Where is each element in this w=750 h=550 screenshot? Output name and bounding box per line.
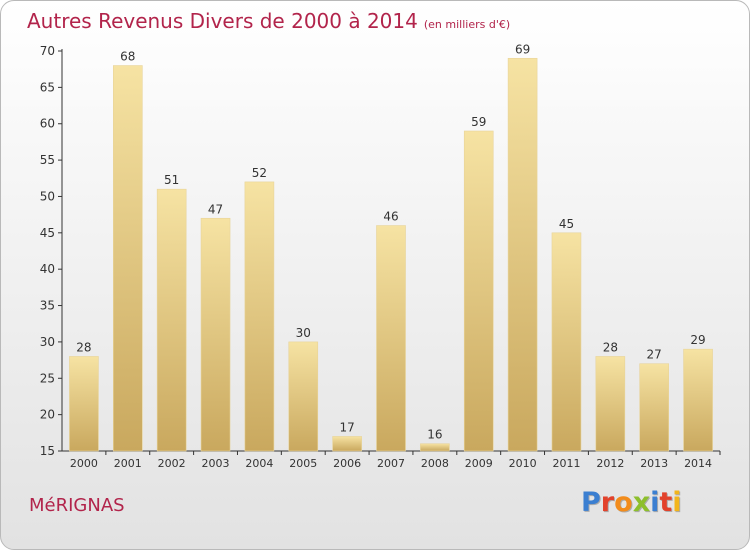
bar [244,181,275,452]
proxiti-logo: Proxiti [581,487,682,518]
y-tick-label: 55 [40,153,55,167]
data-label: 46 [383,210,398,224]
data-label: 52 [252,166,267,180]
chart-unit: (en milliers d'€) [423,18,511,31]
y-tick-label: 50 [40,189,55,203]
logo-letter: o [614,487,633,518]
bar [69,356,99,452]
y-tick-label: 70 [40,44,55,58]
x-tick-label: 2012 [596,457,624,470]
chart-title-text: Autres Revenus Divers de 2000 à 2014 [27,9,418,33]
data-label: 17 [339,420,354,434]
data-label: 28 [603,340,618,354]
x-tick-label: 2007 [377,457,405,470]
bar [463,130,494,452]
data-label: 68 [120,50,135,64]
axes: 15 20 25 30 35 40 45 50 55 60 65 70 2000 2001 2002 2003… [40,44,721,470]
x-tick-label: 2013 [640,457,668,470]
data-label: 69 [515,42,530,56]
chart-title: Autres Revenus Divers de 2000 à 2014 (en … [27,9,510,33]
y-tick-label: 40 [40,262,55,276]
logo-letter: i [672,487,682,518]
y-tick-label: 65 [40,80,55,94]
bar [332,436,362,452]
x-tick-label: 2014 [684,457,712,470]
logo-letter: r [600,487,615,518]
data-labels: 28 68 51 47 52 30 17 46 16 59 69 45 28 27 29 [76,42,705,441]
data-label: 30 [296,326,311,340]
bar [595,356,626,452]
y-tick-label: 20 [40,408,55,422]
x-tick-label: 2000 [70,457,98,470]
data-label: 16 [427,428,442,442]
bar [683,348,713,452]
logo-letter: t [659,487,673,518]
y-tick-label: 25 [40,371,55,385]
logo-letter: P [581,487,601,518]
commune-name: MéRIGNAS [29,495,125,516]
x-tick-label: 2008 [421,457,449,470]
bar [156,188,187,452]
data-label: 47 [208,202,223,216]
logo-letter: x [632,487,651,518]
data-label: 51 [164,173,179,187]
y-tick-label: 45 [40,226,55,240]
bar [200,217,231,452]
y-tick-label: 15 [40,444,55,458]
x-tick-label: 2010 [509,457,537,470]
x-tick-label: 2002 [158,457,186,470]
bar [507,57,538,452]
data-label: 29 [690,333,705,347]
x-tick-label: 2009 [465,457,493,470]
x-tick-label: 2003 [202,457,230,470]
y-tick-label: 30 [40,335,55,349]
y-tick-label: 60 [40,117,55,131]
data-label: 28 [76,340,91,354]
x-tick-label: 2005 [289,457,317,470]
x-tick-label: 2004 [245,457,273,470]
bar [113,65,143,452]
x-tick-label: 2001 [114,457,142,470]
bar [639,363,670,452]
bars [69,57,713,452]
bar [420,443,450,452]
bar [288,341,319,452]
x-tick-label: 2011 [552,457,580,470]
y-tick-label: 35 [40,299,55,313]
bar [376,225,406,452]
logo-letter: i [650,487,660,518]
data-label: 27 [647,348,662,362]
bar [551,232,582,452]
data-label: 45 [559,217,574,231]
data-label: 59 [471,115,486,129]
x-tick-label: 2006 [333,457,361,470]
